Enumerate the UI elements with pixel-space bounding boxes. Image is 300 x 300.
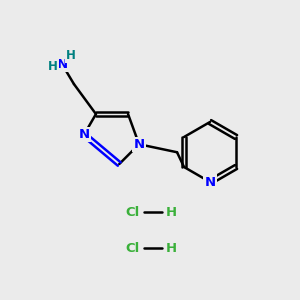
Text: H: H <box>165 242 177 254</box>
Text: Cl: Cl <box>125 206 139 218</box>
Text: N: N <box>56 58 68 70</box>
Text: Cl: Cl <box>125 242 139 254</box>
Text: H: H <box>66 49 76 62</box>
Text: N: N <box>134 138 145 151</box>
Text: N: N <box>204 176 216 188</box>
Text: H: H <box>48 60 58 73</box>
Text: H: H <box>165 206 177 218</box>
Text: N: N <box>79 128 90 141</box>
